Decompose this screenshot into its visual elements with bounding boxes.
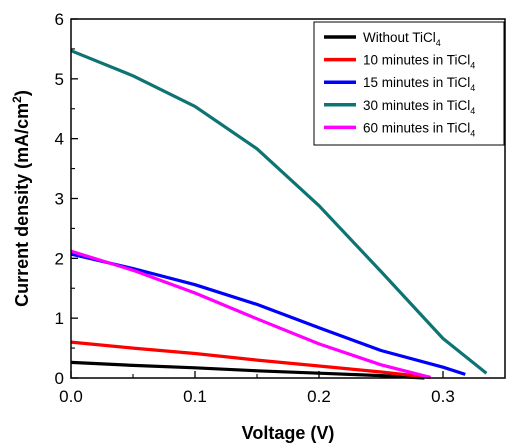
legend-label-2: 10 minutes in TiCl4 xyxy=(363,53,475,71)
y-axis-title-main: Current density (mA/cm xyxy=(12,103,32,307)
x-tick-label: 0.2 xyxy=(307,387,331,406)
y-axis-title-superscript: 2 xyxy=(10,96,24,103)
y-axis-title-tail: ) xyxy=(12,90,32,96)
legend-label-1: Without TiCl4 xyxy=(363,30,441,48)
y-tick-label: 5 xyxy=(55,70,64,89)
y-tick-label: 1 xyxy=(55,309,64,328)
legend-label-4: 30 minutes in TiCl4 xyxy=(363,98,475,116)
series-line-4 xyxy=(70,49,488,375)
legend-label-5: 60 minutes in TiCl4 xyxy=(363,120,475,138)
y-tick-label: 6 xyxy=(55,10,64,29)
y-tick-label: 0 xyxy=(55,369,64,388)
y-axis-title: Current density (mA/cm2) xyxy=(10,90,32,307)
legend-label-3: 15 minutes in TiCl4 xyxy=(363,75,475,93)
y-tick-label: 2 xyxy=(55,249,64,268)
x-tick-label: 0.3 xyxy=(431,387,455,406)
y-tick-label: 3 xyxy=(55,190,64,209)
series-line-2 xyxy=(70,340,431,379)
legend: Without TiCl4 10 minutes in TiCl4 15 minut… xyxy=(313,21,505,146)
x-tick-label: 0.0 xyxy=(59,387,83,406)
series-line-3 xyxy=(70,252,466,376)
axis-ticks: 0.0 0.1 0.2 0.3 0 1 2 3 4 5 6 xyxy=(55,10,455,406)
y-tick-label: 4 xyxy=(55,130,64,149)
series-line-5 xyxy=(70,249,431,379)
x-axis-title: Voltage (V) xyxy=(242,423,335,443)
x-tick-label: 0.1 xyxy=(183,387,207,406)
